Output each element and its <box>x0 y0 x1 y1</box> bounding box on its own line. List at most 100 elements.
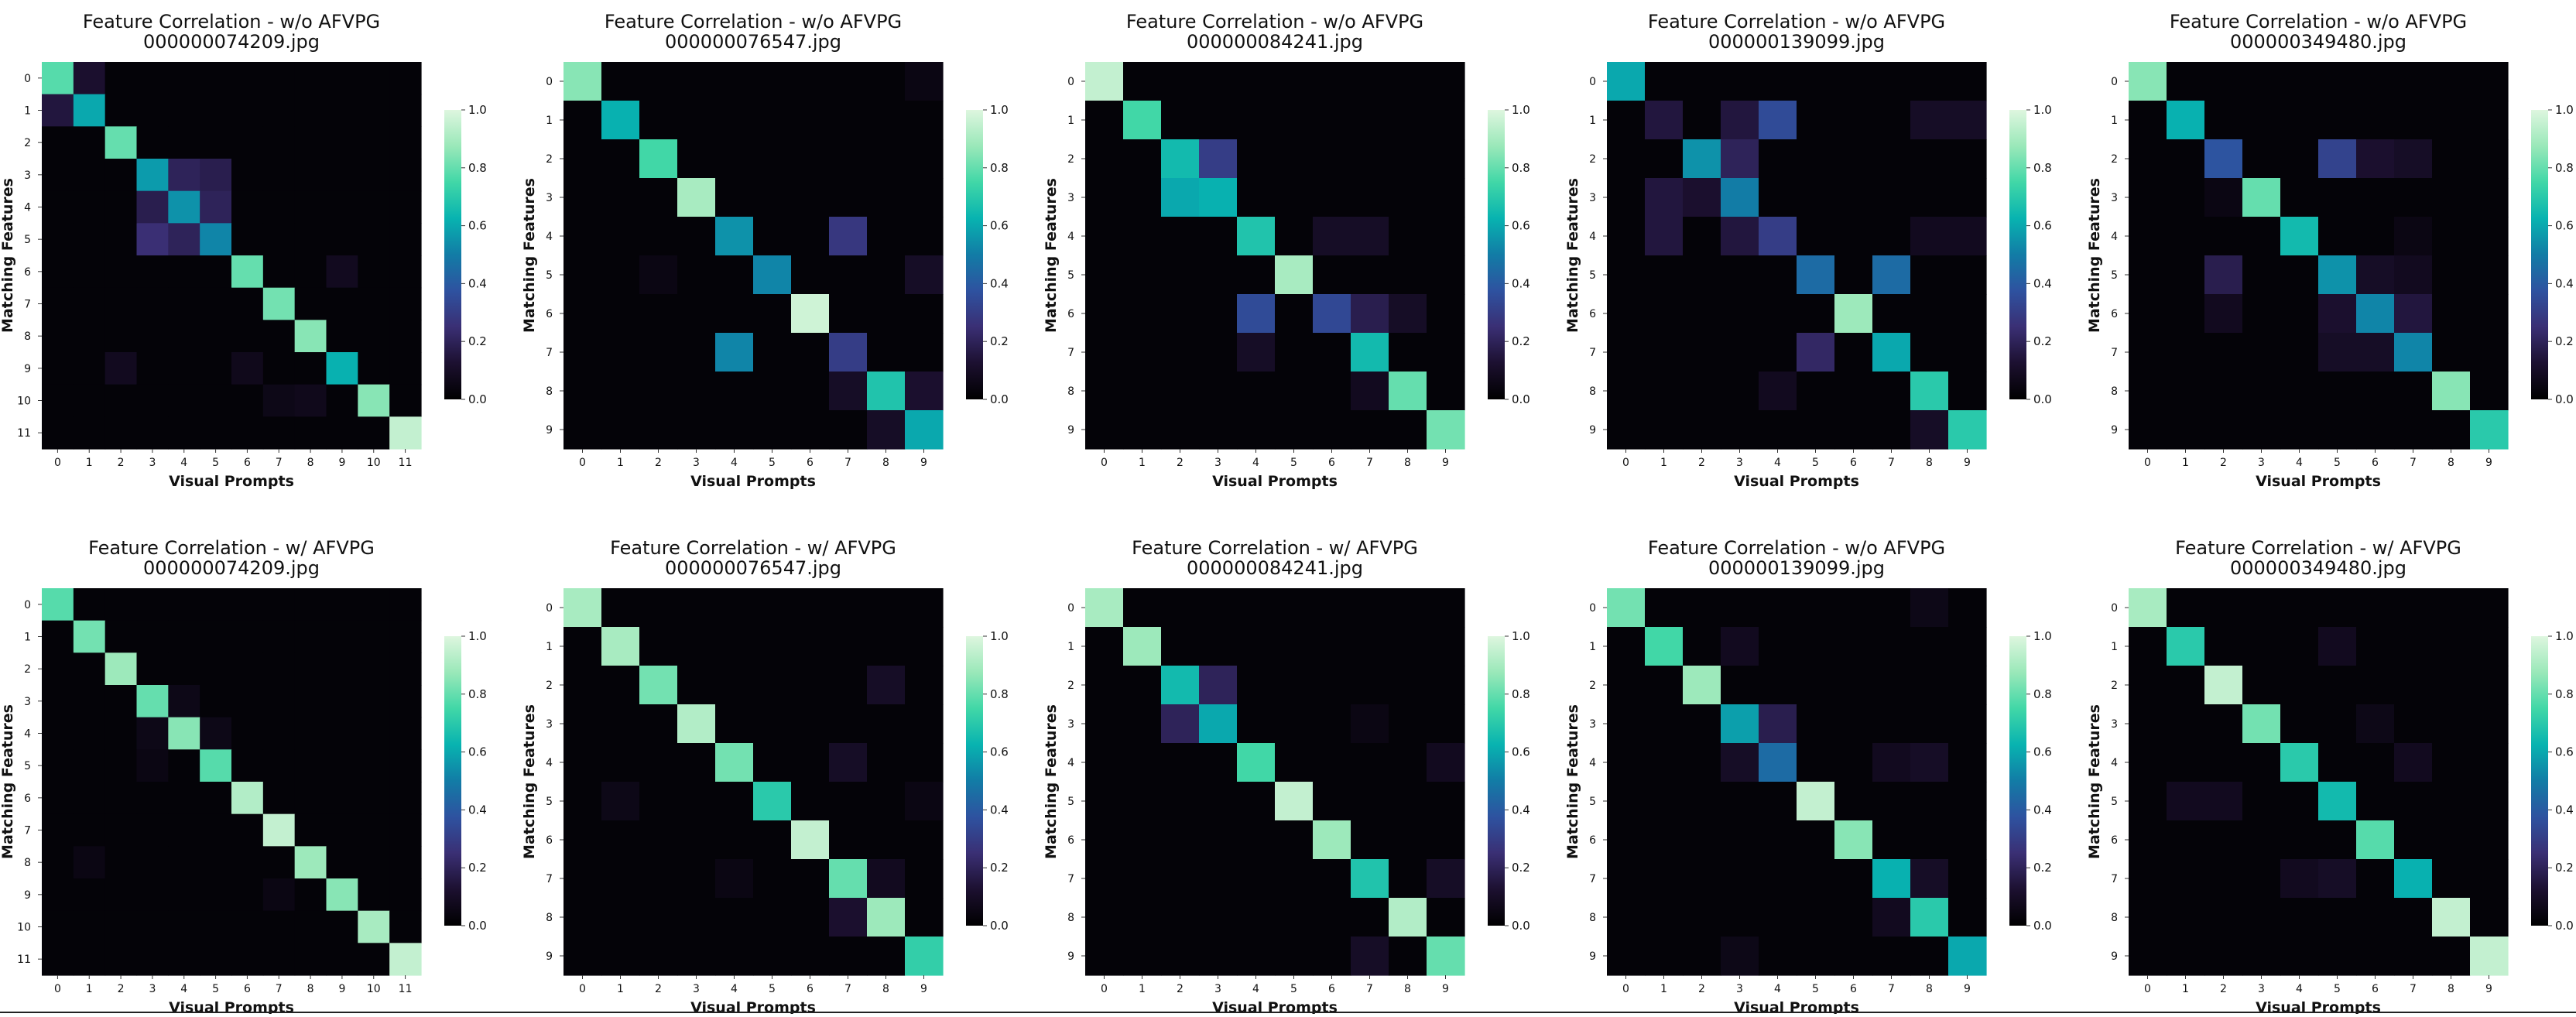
heatmap-cell-r8-c0 <box>42 320 74 353</box>
heatmap-cell-r5-c2 <box>1683 255 1721 295</box>
heatmap-cell-r0-c8 <box>2432 62 2471 101</box>
heatmap-cell-r4-c10 <box>358 190 390 224</box>
heatmap-cell-r8-c2 <box>639 898 678 937</box>
heatmap-cell-r6-c9 <box>905 820 944 860</box>
heatmap-cell-r6-c3 <box>1199 820 1238 860</box>
heatmap-cell-r7-c6 <box>2356 333 2395 372</box>
heatmap-cell-r8-c7 <box>1351 898 1389 937</box>
heatmap-cell-r6-c0 <box>564 820 602 860</box>
y-tick-label: 9 <box>546 950 553 963</box>
heatmap-cell-r1-c2 <box>2204 101 2243 140</box>
heatmap-cell-r6-c3 <box>1199 294 1238 334</box>
heatmap-cell-r4-c4 <box>1237 743 1276 782</box>
heatmap-cell-r3-c7 <box>829 178 868 217</box>
heatmap-cell-r2-c7 <box>2394 139 2433 179</box>
heatmap-cell-r5-c5 <box>753 255 792 295</box>
heatmap-cell-r9-c2 <box>1683 937 1721 976</box>
heatmap-cell-r3-c3 <box>136 159 169 192</box>
heatmap-cell-r2-c9 <box>905 139 944 179</box>
heatmap-cell-r3-c4 <box>168 685 200 718</box>
heatmap-cell-r6-c0 <box>1607 294 1646 334</box>
y-tick-label: 7 <box>1067 347 1074 359</box>
heatmap-cell-r1-c3 <box>677 627 716 666</box>
heatmap-cell-r7-c5 <box>200 813 232 847</box>
heatmap-cell-r2-c6 <box>231 126 264 159</box>
heatmap-cell-r4-c5 <box>1275 743 1314 782</box>
heatmap-cell-r2-c7 <box>829 139 868 179</box>
heatmap-cell-r0-c0 <box>1607 588 1646 628</box>
heatmap-cell-r9-c6 <box>791 410 830 450</box>
heatmap-cell-r7-c3 <box>677 333 716 372</box>
colorbar-tick-label: 0.2 <box>2033 861 2052 875</box>
heatmap-cell-r0-c0 <box>564 62 602 101</box>
y-tick-label: 7 <box>1589 873 1596 885</box>
chart-subtitle: 000000139099.jpg <box>1708 31 1885 53</box>
heatmap-cell-r1-c11 <box>389 94 422 127</box>
heatmap-cell-r6-c2 <box>1161 820 1200 860</box>
heatmap-cell-r9-c2 <box>104 878 138 912</box>
heatmap-cell-r6-c1 <box>1645 294 1684 334</box>
heatmap-cell-r0-c3 <box>136 62 169 95</box>
heatmap-cell-r6-c5 <box>200 782 232 815</box>
heatmap-cell-r7-c4 <box>168 813 200 847</box>
heatmap-cell-r0-c0 <box>1607 62 1646 101</box>
heatmap-cell-r6-c4 <box>1237 294 1276 334</box>
heatmap-cell-r3-c4 <box>1237 178 1276 217</box>
y-tick-label: 9 <box>24 889 31 902</box>
heatmap-cell-r10-c2 <box>104 384 138 417</box>
heatmap-cell-r0-c9 <box>1948 62 1987 101</box>
heatmap-cell-r6-c9 <box>1427 294 1465 334</box>
heatmap-cell-r3-c4 <box>1759 178 1797 217</box>
y-tick-label: 4 <box>24 728 31 741</box>
heatmap-cell-r9-c3 <box>1199 410 1238 450</box>
y-tick-label: 5 <box>1067 796 1074 808</box>
heatmap-cell-r8-c6 <box>2356 898 2395 937</box>
heatmap-cell-r4-c5 <box>2318 217 2357 256</box>
chart-title: Feature Correlation - w/o AFVPG <box>1648 11 1945 33</box>
heatmap-cell-r5-c3 <box>677 255 716 295</box>
x-tick-label: 3 <box>693 983 700 995</box>
heatmap-cell-r2-c5 <box>1275 666 1314 705</box>
heatmap-cell-r4-c0 <box>1607 743 1646 782</box>
x-axis-label: Visual Prompts <box>1734 473 1859 490</box>
colorbar-tick-label: 0.2 <box>468 334 487 348</box>
heatmap-cell-r2-c2 <box>1683 139 1721 179</box>
heatmap-cell-r5-c5 <box>1797 782 1835 821</box>
heatmap-cell-r4-c8 <box>294 717 327 750</box>
heatmap-cell-r1-c9 <box>326 94 358 127</box>
heatmap-cell-r2-c2 <box>639 666 678 705</box>
heatmap-cell-r8-c4 <box>715 372 754 411</box>
heatmap-cell-r4-c5 <box>1797 743 1835 782</box>
heatmap-cell-r8-c2 <box>2204 372 2243 411</box>
heatmap-cell-r6-c8 <box>1389 820 1427 860</box>
colorbar-tick-label: 0.0 <box>990 392 1009 406</box>
heatmap-cell-r3-c9 <box>1948 704 1987 744</box>
colorbar-tick-label: 1.0 <box>1512 629 1530 643</box>
heatmap-cell-r6-c8 <box>1389 294 1427 334</box>
y-tick-label: 3 <box>24 170 31 182</box>
heatmap-cell-r5-c0 <box>564 255 602 295</box>
heatmap-cell-r3-c8 <box>1389 178 1427 217</box>
heatmap-cell-r7-c8 <box>867 333 906 372</box>
heatmap-cell-r3-c1 <box>73 159 106 192</box>
heatmap-cell-r8-c5 <box>753 898 792 937</box>
heatmap-cell-r2-c7 <box>262 652 296 686</box>
heatmap-cell-r4-c5 <box>1275 217 1314 256</box>
heatmap-cell-r7-c1 <box>2167 333 2205 372</box>
heatmap-cells <box>564 588 944 976</box>
heatmap-cell-r2-c8 <box>867 139 906 179</box>
x-tick-label: 7 <box>1888 457 1895 469</box>
heatmap-cell-r8-c6 <box>1834 372 1873 411</box>
heatmap-cell-r7-c7 <box>262 813 296 847</box>
heatmap-cell-r6-c6 <box>1834 820 1873 860</box>
heatmap-cell-r2-c2 <box>104 652 138 686</box>
heatmap-cell-r8-c2 <box>2204 898 2243 937</box>
heatmap-cell-r4-c2 <box>104 190 138 224</box>
chart-subtitle: 000000139099.jpg <box>1708 557 1885 579</box>
heatmap-cell-r2-c5 <box>753 666 792 705</box>
heatmap-cell-r6-c0 <box>2129 820 2167 860</box>
heatmap-panel-2: Feature Correlation - w/o AFVPG000000076… <box>521 11 1009 490</box>
heatmap-cell-r1-c10 <box>358 620 390 653</box>
heatmap-cell-r4-c3 <box>136 190 169 224</box>
y-tick-label: 5 <box>546 269 553 282</box>
